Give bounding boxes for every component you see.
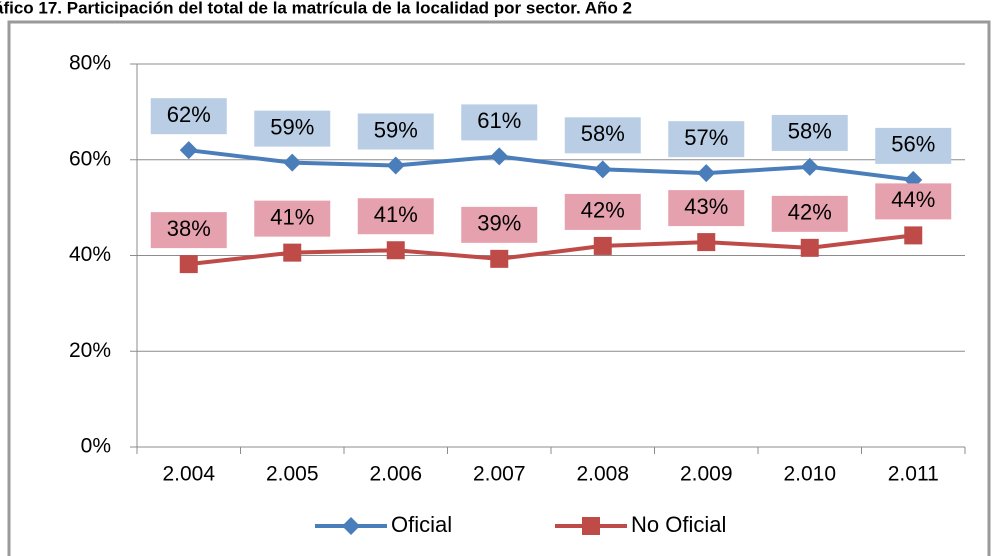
series-line [188, 233, 914, 267]
data-label: 43% [684, 194, 728, 219]
point [179, 141, 198, 160]
data-label: 42% [581, 198, 625, 223]
data-label-box [875, 127, 952, 164]
legend-marker [342, 517, 360, 535]
y-tick-label: 20% [69, 339, 111, 362]
data-label-box [668, 190, 745, 227]
point [697, 233, 716, 252]
y-tick-label: 80% [69, 52, 111, 75]
data-label: 61% [477, 108, 521, 133]
point [697, 164, 716, 183]
data-label: 59% [374, 117, 418, 142]
data-label-box [150, 212, 227, 249]
data-label: 41% [270, 204, 314, 229]
data-label: 57% [684, 125, 728, 150]
data-label: 59% [270, 114, 314, 139]
y-tick-label: 60% [69, 147, 111, 170]
data-label-box [357, 198, 434, 235]
x-tick-label: 2.010 [783, 463, 836, 486]
point [904, 226, 923, 245]
chart-title: áfico 17. Participación del total de la … [0, 0, 632, 17]
x-tick-label: 2.008 [576, 463, 629, 486]
x-tick-label: 2.006 [369, 463, 422, 486]
point [800, 238, 819, 257]
x-tick-label: 2.009 [680, 463, 733, 486]
data-label-box [771, 114, 848, 151]
point [593, 160, 612, 179]
legend-marker [582, 517, 600, 535]
point [283, 153, 302, 172]
data-label-box [461, 104, 538, 141]
x-tick-label: 2.007 [473, 463, 526, 486]
data-label-box [254, 110, 331, 147]
x-tick-label: 2.005 [266, 463, 319, 486]
data-label-box [150, 98, 227, 135]
point [490, 147, 509, 166]
data-label: 58% [581, 121, 625, 146]
x-tick-label: 2.011 [888, 463, 939, 486]
data-label-box [564, 193, 641, 230]
point [386, 241, 405, 260]
legend-label: No Oficial [631, 512, 726, 537]
data-label: 42% [788, 200, 832, 225]
data-label: 56% [891, 132, 935, 157]
data-label-box [357, 113, 434, 150]
series-line [188, 148, 914, 182]
data-label: 38% [167, 216, 211, 241]
data-label-box [668, 121, 745, 158]
data-label-box [875, 183, 952, 220]
point [283, 243, 302, 262]
data-label: 44% [891, 187, 935, 212]
legend-label: Oficial [391, 512, 452, 537]
data-label-box [564, 117, 641, 154]
data-label-box [461, 206, 538, 243]
data-label: 39% [477, 211, 521, 236]
data-label: 41% [374, 202, 418, 227]
y-tick-label: 40% [69, 243, 111, 266]
data-label-box [771, 195, 848, 232]
data-label: 58% [788, 119, 832, 144]
x-tick-label: 2.004 [162, 463, 215, 486]
point [593, 236, 612, 255]
data-label-box [254, 200, 331, 237]
data-label: 62% [167, 102, 211, 127]
point [179, 255, 198, 274]
point [800, 157, 819, 176]
y-tick-label: 0% [81, 435, 111, 458]
point [490, 249, 509, 268]
point [386, 156, 405, 175]
